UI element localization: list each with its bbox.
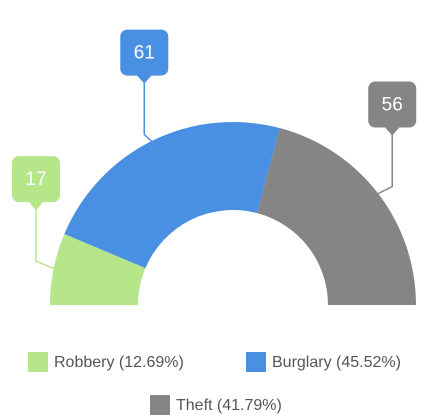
legend-swatch bbox=[28, 352, 48, 372]
leader-line bbox=[35, 209, 56, 270]
legend-label: Burglary (45.52%) bbox=[272, 354, 401, 371]
slice bbox=[257, 128, 416, 305]
label-box bbox=[11, 156, 60, 203]
legend-swatch bbox=[246, 352, 266, 372]
label-box bbox=[368, 81, 417, 128]
label-pointer bbox=[384, 126, 401, 136]
legend-label: Theft (41.79%) bbox=[176, 397, 282, 414]
data-label: 61 bbox=[134, 43, 155, 64]
slice bbox=[50, 233, 146, 305]
label-pointer bbox=[27, 201, 44, 211]
slice bbox=[64, 122, 280, 269]
leader-line bbox=[143, 82, 154, 144]
leader-line bbox=[376, 134, 393, 196]
legend-swatch bbox=[150, 395, 170, 415]
data-label: 56 bbox=[382, 95, 403, 116]
label-box bbox=[120, 29, 169, 76]
legend-label: Robbery (12.69%) bbox=[54, 354, 184, 371]
data-label: 17 bbox=[25, 169, 46, 190]
label-pointer bbox=[136, 74, 153, 84]
